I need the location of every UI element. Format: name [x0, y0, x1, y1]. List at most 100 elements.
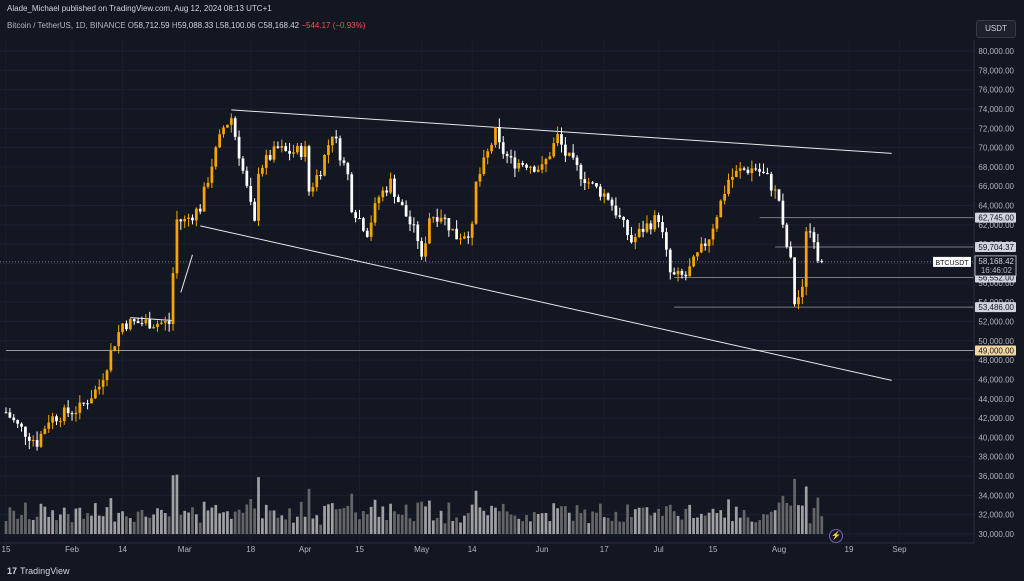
volume-bar — [163, 513, 167, 534]
candle-body — [194, 208, 198, 221]
candle-body — [575, 157, 579, 165]
volume-bar — [12, 510, 16, 534]
candle-body — [494, 127, 497, 145]
volume-bar — [194, 514, 198, 534]
candle-body — [420, 241, 424, 257]
lightning-icon[interactable]: ⚡ — [829, 529, 843, 543]
candle-body — [35, 440, 39, 447]
volume-bar — [241, 512, 245, 534]
volume-bar — [245, 504, 249, 534]
candle-body — [618, 215, 622, 217]
volume-bar — [478, 507, 482, 534]
candle-body — [505, 153, 509, 157]
volume-bar — [680, 519, 684, 534]
volume-bar — [284, 519, 288, 534]
candle-body — [175, 219, 179, 274]
candle-body — [179, 219, 183, 222]
symbol-name[interactable]: Bitcoin / TetherUS, 1D, BINANCE — [7, 21, 126, 30]
price-tick-label: 52,000.00 — [978, 317, 1014, 326]
candle-body — [435, 217, 439, 222]
candle-body — [820, 260, 824, 262]
candle-body — [362, 218, 365, 231]
price-tick-label: 70,000.00 — [978, 144, 1014, 153]
volume-bar — [229, 518, 233, 534]
volume-bar — [140, 509, 144, 534]
candle-body — [140, 323, 144, 325]
volume-bar — [800, 505, 804, 534]
candle-body — [637, 228, 641, 237]
volume-bar — [191, 507, 194, 534]
candle-body — [431, 217, 435, 219]
candle-body — [338, 138, 342, 161]
volume-bar — [766, 514, 769, 534]
trendline — [130, 317, 174, 322]
volume-bar — [443, 523, 447, 534]
currency-button[interactable]: USDT — [976, 20, 1016, 38]
volume-bar — [4, 521, 8, 534]
volume-bar — [486, 515, 490, 534]
candle-body — [536, 169, 540, 172]
time-tick-label: 15 — [709, 545, 718, 554]
candle-body — [292, 152, 295, 154]
volume-bar — [210, 507, 214, 534]
candle-body — [598, 186, 602, 197]
candle-body — [653, 215, 657, 230]
candle-body — [237, 136, 241, 159]
price-tick-label: 64,000.00 — [978, 202, 1014, 211]
tradingview-wordmark: TradingView — [20, 566, 70, 576]
volume-bar — [342, 508, 346, 534]
candle-body — [614, 205, 618, 216]
volume-bar — [501, 503, 505, 534]
candle-body — [346, 162, 350, 175]
volume-bar — [509, 514, 513, 534]
candle-body — [62, 407, 66, 422]
volume-bar — [513, 515, 517, 534]
volume-bar — [688, 504, 692, 534]
volume-bar — [237, 509, 241, 534]
volume-bar — [715, 513, 719, 534]
volume-bar — [346, 505, 350, 534]
candle-body — [377, 197, 381, 204]
volume-bar — [8, 507, 12, 534]
candle-body — [101, 380, 105, 387]
volume-bar — [24, 502, 27, 534]
close-label: C — [257, 21, 264, 30]
volume-bar — [455, 517, 458, 534]
volume-bar — [27, 519, 31, 534]
change-value: −544.17 (−0.93%) — [301, 21, 366, 30]
volume-bar — [435, 517, 439, 534]
candle-body — [762, 171, 765, 174]
volume-bar — [280, 515, 284, 534]
time-tick-label: 15 — [2, 545, 11, 554]
volume-bar — [583, 509, 587, 534]
volume-bar — [536, 513, 540, 534]
volume-bar — [804, 486, 808, 534]
volume-bar — [474, 490, 478, 534]
candle-body — [206, 182, 210, 187]
candle-body — [812, 232, 816, 243]
candle-body — [567, 152, 571, 156]
candle-body — [202, 186, 206, 212]
volume-bar — [618, 521, 622, 534]
volume-bar — [226, 511, 229, 534]
volume-bar — [295, 516, 299, 534]
volume-bar — [62, 507, 66, 534]
volume-bar — [816, 497, 820, 534]
volume-bar — [381, 506, 385, 534]
volume-bar — [233, 511, 237, 534]
tradingview-logo[interactable]: 17 TradingView — [7, 566, 70, 576]
time-axis[interactable]: 15 Feb 14 Mar 18 Apr 15 May 14 Jun 17 Jul 15 Aug 19 Sep — [2, 545, 908, 554]
candle-body — [272, 146, 276, 160]
volume-bar — [334, 509, 338, 534]
candle-body — [645, 223, 649, 232]
volume-bar — [668, 504, 672, 534]
volume-bar — [793, 478, 796, 534]
trendline — [200, 225, 892, 381]
volume-bar — [571, 520, 575, 534]
candle-body — [27, 436, 31, 441]
candle-body — [412, 224, 416, 226]
candle-body — [758, 169, 761, 172]
volume-bar — [268, 510, 272, 534]
volume-bar — [633, 509, 637, 534]
